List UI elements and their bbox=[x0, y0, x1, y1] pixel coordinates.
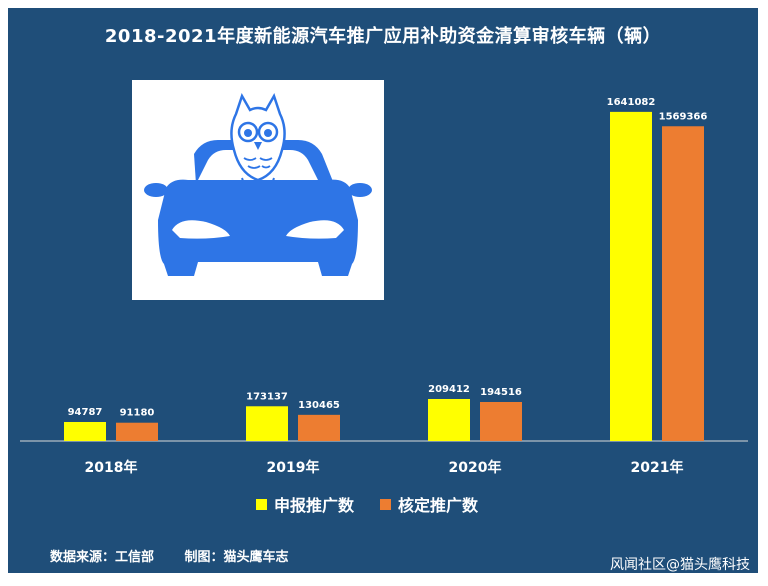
x-tick-label-1: 2019年 bbox=[267, 459, 320, 476]
chart-legend: 申报推广数 核定推广数 bbox=[256, 492, 504, 516]
bar-chart: 94787 91180 2018年 173137 130465 2019年 209412 19… bbox=[20, 97, 748, 476]
data-label-declared-2: 209412 bbox=[428, 384, 470, 395]
bar-declared-1 bbox=[246, 406, 288, 441]
chart-maker: 制图：猫头鹰车志 bbox=[184, 550, 289, 565]
owl-icon bbox=[230, 92, 286, 186]
bar-declared-2 bbox=[428, 399, 470, 441]
data-label-approved-3: 1569366 bbox=[659, 111, 708, 122]
data-label-approved-2: 194516 bbox=[480, 387, 522, 398]
footer-credits: 数据来源：工信部 制图：猫头鹰车志 bbox=[50, 546, 315, 565]
bar-approved-1 bbox=[298, 414, 340, 441]
data-label-declared-1: 173137 bbox=[246, 391, 288, 402]
data-label-approved-1: 130465 bbox=[298, 400, 340, 411]
legend-item-approved: 核定推广数 bbox=[380, 492, 478, 516]
data-label-declared-3: 1641082 bbox=[607, 97, 656, 108]
bar-approved-0 bbox=[116, 422, 158, 441]
data-source: 数据来源：工信部 bbox=[50, 550, 155, 565]
chart-title: 2018-2021年度新能源汽车推广应用补助资金清算审核车辆（辆） bbox=[104, 26, 662, 47]
x-tick-label-3: 2021年 bbox=[631, 459, 684, 476]
bar-declared-3 bbox=[610, 111, 652, 441]
data-label-declared-0: 94787 bbox=[68, 407, 103, 418]
watermark: 风闻社区@猫头鹰科技 bbox=[610, 557, 750, 573]
legend-swatch-declared bbox=[256, 498, 267, 510]
legend-swatch-approved bbox=[380, 498, 392, 510]
bar-approved-2 bbox=[480, 401, 522, 441]
footer: 数据来源：工信部 制图：猫头鹰车志 风闻社区@猫头鹰科技 bbox=[8, 536, 758, 573]
data-label-approved-0: 91180 bbox=[120, 408, 155, 419]
x-tick-label-2: 2020年 bbox=[449, 459, 502, 476]
logo-card bbox=[132, 80, 384, 300]
bar-approved-3 bbox=[662, 126, 704, 441]
legend-item-declared: 申报推广数 bbox=[256, 492, 354, 516]
bar-declared-0 bbox=[64, 421, 106, 441]
legend-label-approved: 核定推广数 bbox=[398, 496, 479, 515]
car-icon bbox=[144, 92, 372, 276]
legend-label-declared: 申报推广数 bbox=[274, 496, 355, 515]
x-tick-label-0: 2018年 bbox=[85, 459, 138, 476]
chart-frame: 2018-2021年度新能源汽车推广应用补助资金清算审核车辆（辆） 94787 9… bbox=[8, 8, 758, 573]
